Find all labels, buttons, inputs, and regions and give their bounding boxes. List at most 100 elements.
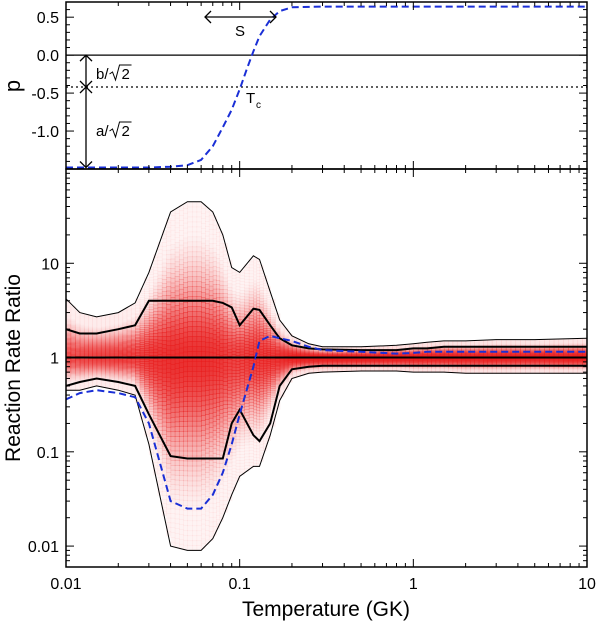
density-cell bbox=[332, 347, 338, 349]
density-cell bbox=[161, 266, 167, 272]
density-cell bbox=[322, 350, 328, 352]
density-cell bbox=[148, 368, 154, 372]
density-cell bbox=[365, 369, 371, 371]
density-cell bbox=[266, 405, 271, 408]
density-cell bbox=[170, 244, 176, 250]
density-cell bbox=[178, 234, 184, 241]
density-cell bbox=[259, 292, 264, 297]
density-cell bbox=[317, 363, 324, 365]
density-cell bbox=[144, 363, 150, 367]
density-cell bbox=[187, 460, 193, 467]
density-cell bbox=[148, 312, 154, 316]
density-cell bbox=[96, 316, 102, 319]
density-cell bbox=[296, 349, 301, 351]
density-cell bbox=[148, 290, 154, 294]
density-cell bbox=[135, 327, 141, 331]
density-cell bbox=[270, 415, 276, 419]
density-cell bbox=[259, 348, 264, 353]
density-cell bbox=[287, 373, 293, 376]
density-cell bbox=[279, 355, 285, 358]
density-cell bbox=[187, 376, 193, 382]
density-cell bbox=[191, 231, 198, 238]
density-cell bbox=[219, 467, 224, 473]
density-cell bbox=[244, 329, 250, 333]
density-cell bbox=[291, 376, 297, 378]
density-cell bbox=[187, 271, 193, 278]
density-cell bbox=[216, 288, 221, 294]
density-cell bbox=[212, 252, 217, 258]
density-cell bbox=[92, 326, 98, 328]
density-cell bbox=[130, 315, 136, 318]
density-cell bbox=[66, 307, 72, 310]
density-cell bbox=[270, 379, 276, 382]
density-cell bbox=[327, 366, 333, 368]
density-cell bbox=[75, 342, 81, 344]
density-cell bbox=[126, 365, 132, 368]
density-cell bbox=[296, 351, 301, 353]
density-cell bbox=[205, 399, 210, 406]
density-cell bbox=[205, 452, 210, 459]
density-cell bbox=[263, 433, 268, 437]
density-cell bbox=[88, 316, 93, 318]
density-cell bbox=[183, 361, 188, 368]
density-cell bbox=[266, 292, 271, 296]
density-cell bbox=[100, 324, 106, 327]
density-cell bbox=[196, 221, 202, 228]
density-cell bbox=[100, 336, 106, 338]
density-cell bbox=[105, 377, 111, 380]
density-cell bbox=[166, 340, 172, 346]
density-cell bbox=[66, 376, 72, 379]
density-cell bbox=[216, 436, 221, 442]
density-cell bbox=[274, 359, 281, 362]
density-cell bbox=[135, 343, 141, 346]
density-cell bbox=[259, 320, 264, 325]
density-cell bbox=[161, 234, 167, 239]
density-cell bbox=[266, 290, 271, 294]
density-cell bbox=[317, 364, 324, 366]
density-cell bbox=[75, 345, 81, 348]
density-cell bbox=[135, 355, 141, 358]
density-cell bbox=[283, 362, 289, 364]
density-cell bbox=[304, 351, 310, 353]
density-cell bbox=[92, 350, 98, 352]
density-cell bbox=[256, 371, 261, 375]
density-cell bbox=[365, 347, 371, 349]
density-cell bbox=[170, 532, 176, 538]
density-cell bbox=[157, 310, 163, 316]
density-cell bbox=[170, 306, 176, 313]
density-cell bbox=[183, 282, 188, 288]
density-cell bbox=[283, 370, 289, 372]
density-cell bbox=[274, 328, 281, 331]
density-cell bbox=[92, 361, 98, 364]
density-cell bbox=[153, 345, 159, 350]
density-cell bbox=[259, 334, 264, 339]
density-cell bbox=[130, 328, 136, 331]
density-cell bbox=[341, 367, 348, 369]
density-cell bbox=[105, 362, 111, 365]
density-cell bbox=[283, 373, 289, 376]
density-cell bbox=[341, 353, 348, 355]
density-cell bbox=[259, 438, 264, 443]
density-cell bbox=[118, 334, 124, 336]
density-cell bbox=[287, 352, 293, 354]
density-cell bbox=[79, 382, 85, 384]
density-cell bbox=[148, 422, 154, 426]
density-cell bbox=[222, 381, 228, 386]
density-cell bbox=[239, 392, 245, 397]
density-cell bbox=[148, 398, 154, 402]
density-cell bbox=[341, 363, 348, 365]
density-cell bbox=[105, 316, 111, 319]
density-cell bbox=[216, 249, 221, 255]
density-cell bbox=[122, 314, 128, 317]
density-cell bbox=[166, 272, 172, 278]
density-cell bbox=[144, 282, 150, 285]
density-cell bbox=[308, 364, 314, 366]
density-cell bbox=[100, 385, 106, 387]
density-cell bbox=[308, 352, 314, 354]
density-cell bbox=[361, 366, 367, 368]
density-cell bbox=[256, 404, 261, 408]
density-cell bbox=[139, 415, 145, 419]
density-cell bbox=[216, 340, 221, 346]
density-cell bbox=[75, 377, 81, 380]
